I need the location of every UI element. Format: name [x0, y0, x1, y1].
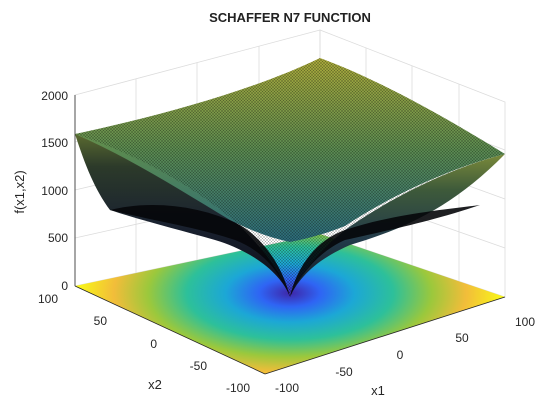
- x-axis-label: x1: [371, 383, 385, 398]
- axes: [74, 95, 506, 375]
- x-tick-label: 50: [455, 331, 469, 345]
- floor-projection: [75, 234, 505, 374]
- y-axis-label: x2: [148, 377, 162, 392]
- x-tick-label: 0: [397, 348, 404, 362]
- y-tick-label: -50: [190, 359, 208, 373]
- y-tick-label: 50: [94, 314, 108, 328]
- y-axis-line: [74, 285, 266, 375]
- y-ticks: 100 50 0 -50 -100: [38, 292, 250, 395]
- z-ticks: 2000 1500 1000 500 0: [41, 89, 68, 293]
- x-tick-label: 100: [515, 315, 535, 329]
- z-tick-label: 1500: [41, 136, 68, 150]
- x-tick-label: -100: [275, 381, 299, 395]
- x-tick-label: -50: [335, 365, 353, 379]
- surface-underside: [110, 205, 480, 297]
- z-tick-label: 500: [48, 231, 68, 245]
- z-tick-label: 1000: [41, 184, 68, 198]
- y-tick-label: -100: [226, 381, 250, 395]
- surface-mesh-overlay: [75, 58, 505, 297]
- x-ticks: -100 -50 0 50 100: [275, 315, 535, 395]
- surface: [75, 58, 505, 297]
- y-tick-label: 0: [150, 337, 157, 351]
- y-tick-label: 100: [38, 292, 58, 306]
- z-tick-label: 2000: [41, 89, 68, 103]
- z-axis-label: f(x1,x2): [12, 170, 27, 213]
- z-tick-label: 0: [61, 279, 68, 293]
- x-axis-line: [264, 296, 506, 375]
- chart-title: SCHAFFER N7 FUNCTION: [209, 10, 371, 25]
